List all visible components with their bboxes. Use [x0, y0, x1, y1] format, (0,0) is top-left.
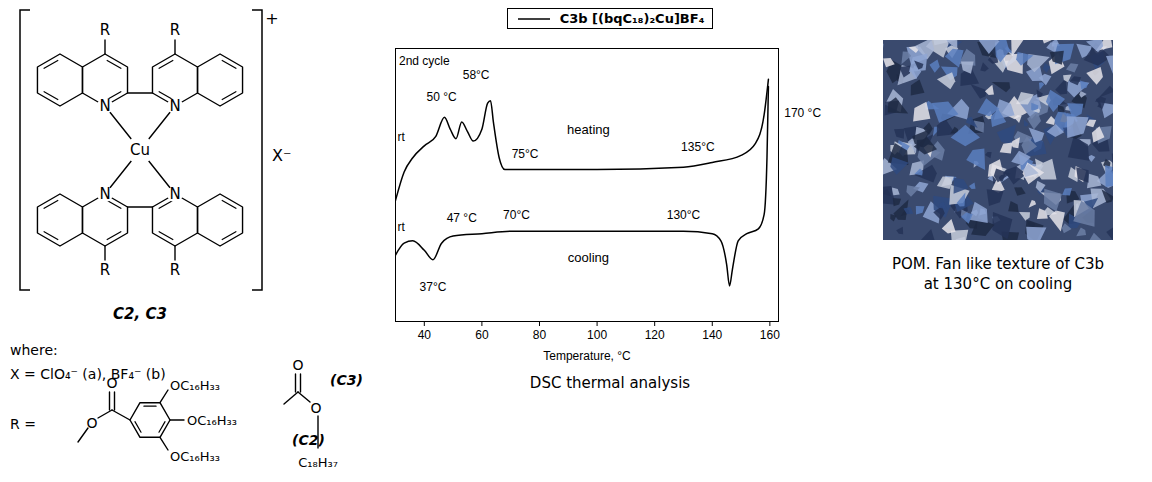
svg-text:C2, C3: C2, C3 — [113, 305, 167, 323]
svg-text:R: R — [170, 21, 180, 39]
svg-text:O: O — [86, 415, 97, 431]
svg-text:N: N — [169, 97, 180, 115]
svg-text:Cu: Cu — [130, 141, 150, 159]
svg-text:N: N — [99, 97, 110, 115]
svg-text:75°C: 75°C — [512, 147, 539, 161]
html-text:at 130°C on cooling: at 130°C on cooling — [923, 275, 1073, 293]
svg-text:(C2): (C2) — [292, 432, 325, 448]
html-text:POM. Fan like texture of C3b: POM. Fan like texture of C3b — [891, 255, 1105, 273]
svg-text:58°C: 58°C — [463, 68, 490, 82]
svg-text:N: N — [99, 185, 110, 203]
svg-text:C₁₈H₃₇: C₁₈H₃₇ — [298, 455, 338, 470]
html-text:DSC thermal analysis: DSC thermal analysis — [529, 374, 691, 392]
svg-text:130°C: 130°C — [667, 208, 701, 222]
svg-text:cooling: cooling — [568, 250, 609, 265]
svg-text:80: 80 — [533, 328, 547, 342]
svg-text:R: R — [100, 21, 110, 39]
svg-text:(C3): (C3) — [330, 372, 363, 388]
svg-text:Temperature, °C: Temperature, °C — [543, 349, 631, 363]
svg-text:OC₁₆H₃₃: OC₁₆H₃₃ — [170, 449, 220, 464]
svg-text:X⁻: X⁻ — [272, 146, 291, 165]
svg-text:60: 60 — [475, 328, 489, 342]
svg-text:OC₁₆H₃₃: OC₁₆H₃₃ — [187, 413, 237, 428]
svg-text:N: N — [169, 185, 180, 203]
svg-text:X = ClO₄⁻ (a), BF₄⁻ (b): X = ClO₄⁻ (a), BF₄⁻ (b) — [10, 366, 166, 382]
svg-text:O: O — [292, 357, 303, 373]
svg-text:100: 100 — [587, 328, 607, 342]
svg-text:rt: rt — [398, 130, 406, 144]
svg-text:+: + — [265, 9, 278, 28]
svg-text:R: R — [100, 261, 110, 279]
svg-text:70°C: 70°C — [503, 208, 530, 222]
svg-text:50 °C: 50 °C — [426, 90, 456, 104]
svg-text:O: O — [310, 400, 321, 416]
svg-text:120: 120 — [645, 328, 665, 342]
svg-text:heating: heating — [567, 122, 610, 137]
svg-text:47 °C: 47 °C — [447, 211, 477, 225]
svg-text:37°C: 37°C — [420, 280, 447, 294]
svg-text:140: 140 — [702, 328, 722, 342]
svg-text:R =: R = — [10, 416, 36, 432]
svg-text:160: 160 — [760, 328, 780, 342]
svg-text:O: O — [106, 375, 117, 391]
svg-text:R: R — [170, 261, 180, 279]
svg-text:2nd cycle: 2nd cycle — [399, 54, 450, 68]
svg-text:OC₁₆H₃₃: OC₁₆H₃₃ — [170, 378, 220, 393]
svg-text:135°C: 135°C — [681, 140, 715, 154]
html-text:C3b [(bqC₁₈)₂Cu]BF₄: C3b [(bqC₁₈)₂Cu]BF₄ — [559, 11, 705, 26]
svg-text:40: 40 — [418, 328, 432, 342]
svg-text:where:: where: — [10, 342, 58, 358]
svg-text:170 °C: 170 °C — [784, 106, 821, 120]
svg-text:rt: rt — [398, 220, 406, 234]
